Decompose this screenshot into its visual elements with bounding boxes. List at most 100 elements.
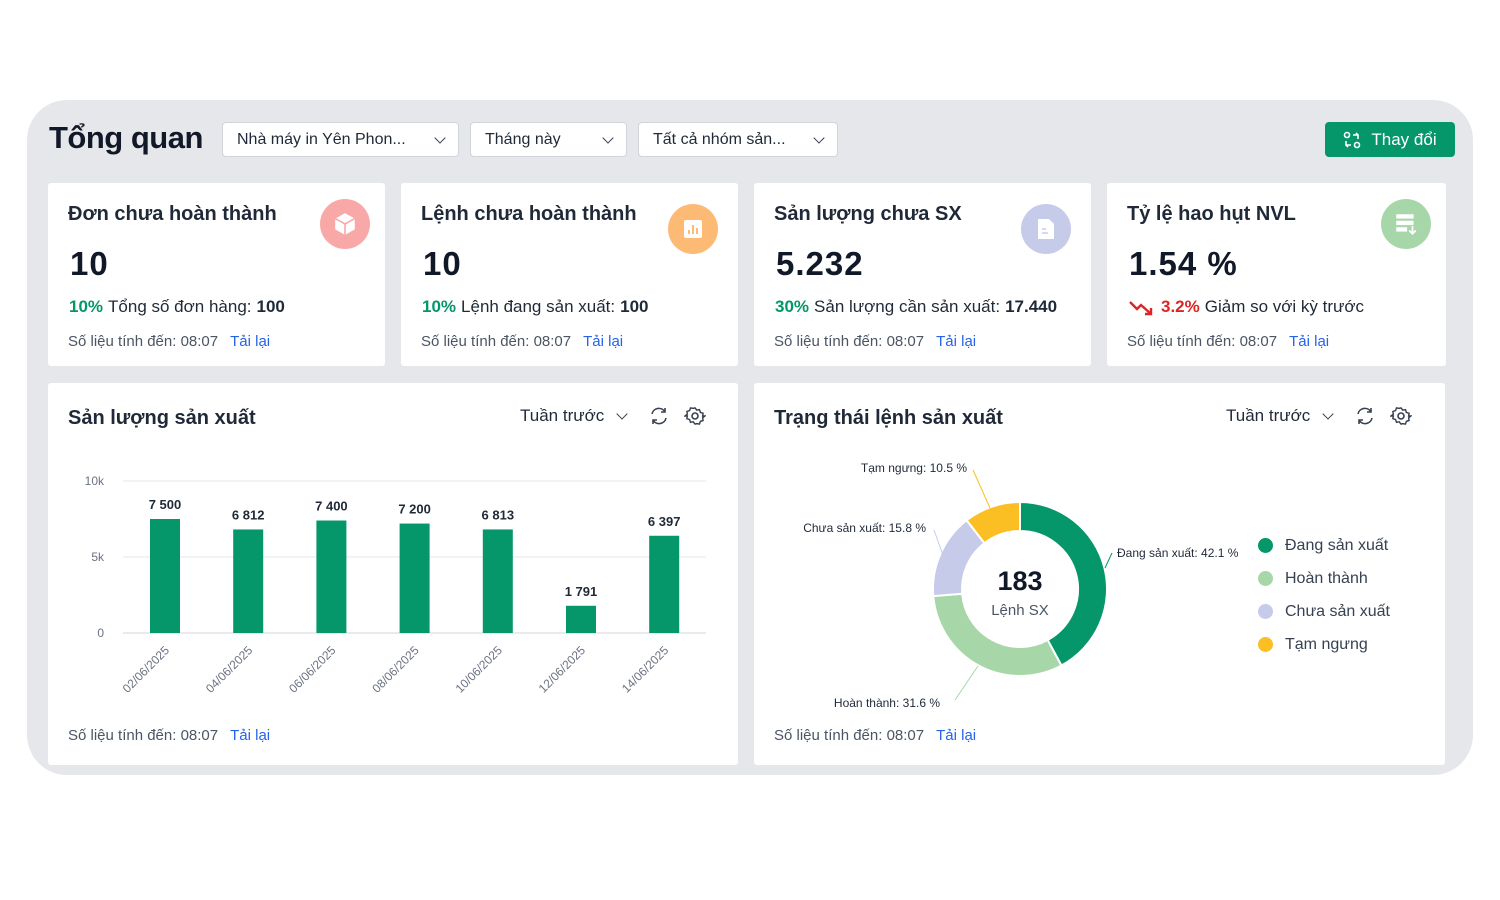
product-group-select[interactable]: Tất cả nhóm sản... (638, 122, 838, 157)
slice-label: Hoàn thành: 31.6 % (834, 696, 940, 710)
card-title: Tỷ lệ hao hụt NVL (1127, 203, 1296, 225)
data-timestamp: Số liệu tính đến: 08:07 (68, 333, 219, 350)
card-sub-label: Sản lượng cần sản xuất: (814, 297, 1001, 316)
settings-icon[interactable] (1390, 405, 1413, 427)
period-dropdown[interactable]: Tuần trước (1226, 406, 1311, 425)
bar (649, 535, 680, 633)
y-tick-label: 10k (85, 474, 105, 488)
trend-down-icon (1129, 301, 1153, 316)
panel-title: Trạng thái lệnh sản xuất (774, 407, 1003, 429)
bar (233, 529, 264, 633)
data-label: 7 500 (149, 497, 182, 512)
label-leader-line (954, 665, 979, 701)
refresh-icon[interactable] (648, 405, 670, 427)
reload-link[interactable]: Tải lại (230, 333, 271, 350)
period-select-value: Tháng này (485, 130, 561, 148)
card-title: Sản lượng chưa SX (774, 203, 962, 225)
data-label: 6 812 (232, 507, 265, 522)
data-timestamp: Số liệu tính đến: 08:07 (774, 727, 925, 744)
card-sub-value: 100 (256, 297, 285, 316)
document-icon (1021, 204, 1071, 254)
x-tick-label: 08/06/2025 (369, 643, 422, 696)
data-timestamp: Số liệu tính đến: 08:07 (68, 727, 219, 744)
donut-slice (965, 500, 1021, 545)
data-label: 1 791 (565, 584, 598, 599)
donut-center-label: Lệnh SX (991, 602, 1049, 619)
card-unfinished-orders: Đơn chưa hoàn thành 10 10% Tổng số đơn hà… (48, 183, 385, 366)
y-tick-label: 0 (97, 626, 104, 640)
data-timestamp: Số liệu tính đến: 08:07 (1127, 333, 1278, 350)
period-select[interactable]: Tháng này (470, 122, 627, 157)
legend-label: Đang sản xuất (1285, 536, 1389, 554)
refresh-icon[interactable] (1354, 405, 1376, 427)
x-tick-label: 04/06/2025 (203, 643, 256, 696)
data-label: 6 397 (648, 514, 681, 529)
label-leader-line (1104, 552, 1113, 569)
legend-label: Chưa sản xuất (1285, 602, 1390, 620)
reload-link[interactable]: Tải lại (583, 333, 624, 350)
x-tick-label: 12/06/2025 (536, 643, 589, 696)
bar (566, 605, 596, 633)
donut-slice (1019, 500, 1108, 667)
factory-select-value: Nhà máy in Yên Phon... (237, 130, 406, 148)
card-percent: 10% (422, 297, 457, 316)
card-title: Đơn chưa hoàn thành (68, 203, 277, 225)
slice-label: Đang sản xuất: 42.1 % (1117, 546, 1239, 560)
card-pending-output: Sản lượng chưa SX 5.232 30% Sản lượng cần… (754, 183, 1091, 366)
card-sub-label: Giảm so với kỳ trước (1204, 297, 1365, 316)
data-timestamp: Số liệu tính đến: 08:07 (421, 333, 572, 350)
card-percent: 30% (775, 297, 810, 316)
label-leader-line (933, 529, 944, 556)
y-tick-label: 5k (91, 550, 105, 564)
reload-link[interactable]: Tải lại (230, 727, 271, 744)
card-sub-label: Lệnh đang sản xuất: (461, 297, 616, 316)
bar (399, 523, 430, 633)
reload-link[interactable]: Tải lại (936, 727, 977, 744)
legend-item[interactable]: Đang sản xuất (1258, 529, 1390, 562)
legend-label: Tạm ngưng (1285, 635, 1368, 653)
legend-swatch (1258, 637, 1273, 652)
data-label: 7 400 (315, 499, 348, 514)
settings-icon[interactable] (684, 405, 707, 427)
card-sub-label: Tổng số đơn hàng: (108, 297, 252, 316)
bar (150, 519, 180, 633)
x-tick-label: 10/06/2025 (453, 643, 506, 696)
card-material-loss: Tỷ lệ hao hụt NVL 1.54 % 3.2% Giảm so với… (1107, 183, 1446, 366)
legend-swatch (1258, 604, 1273, 619)
card-value: 10 (70, 245, 109, 282)
x-tick-label: 02/06/2025 (120, 643, 173, 696)
data-label: 6 813 (482, 507, 515, 522)
status-panel: Trạng thái lệnh sản xuất Tuần trước Đang… (754, 383, 1445, 765)
legend-swatch (1258, 538, 1273, 553)
panel-title: Sản lượng sản xuất (68, 407, 256, 429)
legend-item[interactable]: Tạm ngưng (1258, 628, 1390, 661)
list-download-icon (1381, 199, 1431, 249)
product-group-select-value: Tất cả nhóm sản... (653, 130, 786, 148)
donut-legend: Đang sản xuất Hoàn thành Chưa sản xuất T… (1258, 529, 1390, 661)
card-sub-value: 100 (620, 297, 649, 316)
legend-item[interactable]: Chưa sản xuất (1258, 595, 1390, 628)
reload-link[interactable]: Tải lại (1289, 333, 1330, 350)
card-title: Lệnh chưa hoàn thành (421, 203, 637, 225)
card-percent: 10% (69, 297, 104, 316)
legend-item[interactable]: Hoàn thành (1258, 562, 1390, 595)
card-value: 10 (423, 245, 462, 282)
bar (316, 520, 347, 633)
period-dropdown[interactable]: Tuần trước (520, 406, 605, 425)
factory-select[interactable]: Nhà máy in Yên Phon... (222, 122, 459, 157)
x-tick-label: 14/06/2025 (619, 643, 672, 696)
card-percent: 3.2% (1161, 297, 1200, 316)
data-label: 7 200 (398, 502, 431, 517)
card-value: 5.232 (776, 245, 864, 282)
swap-icon (1344, 131, 1361, 148)
slice-label: Chưa sản xuất: 15.8 % (803, 521, 926, 535)
reload-link[interactable]: Tải lại (936, 333, 977, 350)
legend-label: Hoàn thành (1285, 569, 1368, 587)
donut-center-value: 183 (997, 566, 1042, 596)
change-button[interactable]: Thay đổi (1325, 122, 1455, 157)
box-icon (320, 199, 370, 249)
legend-swatch (1258, 571, 1273, 586)
slice-label: Tạm ngưng: 10.5 % (861, 461, 967, 475)
bar-chart-icon (668, 204, 718, 254)
